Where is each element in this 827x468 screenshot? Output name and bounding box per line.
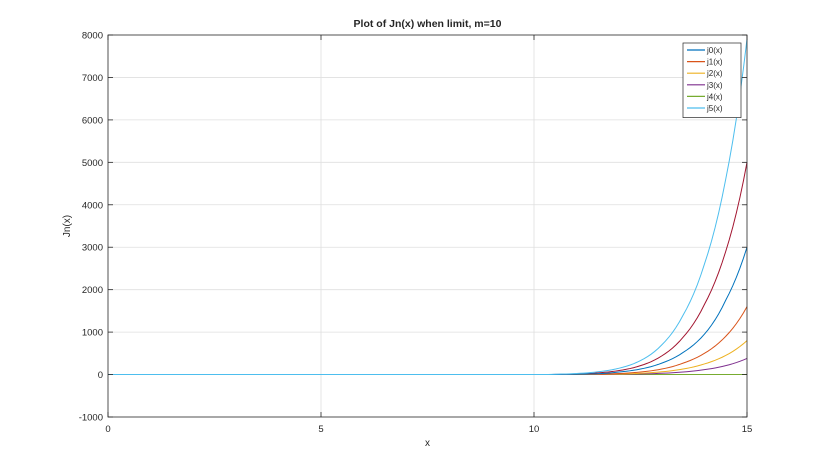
series-line xyxy=(108,39,748,376)
y-tick-label: 7000 xyxy=(82,73,103,84)
y-tick-label: 4000 xyxy=(82,200,103,211)
x-tick-label: 0 xyxy=(105,424,110,435)
legend-box xyxy=(682,42,742,118)
legend-label: j4(x) xyxy=(706,92,723,101)
legend-label: j0(x) xyxy=(706,46,723,55)
legend-label: j5(x) xyxy=(706,104,723,113)
plot-area xyxy=(108,35,747,417)
y-tick-label: 0 xyxy=(98,370,103,381)
x-tick-label: 5 xyxy=(318,424,323,435)
series-layer xyxy=(108,39,748,376)
axis-ticks: 0 5 10 15-100001000200030004000500060007000… xyxy=(79,31,753,436)
y-axis-label: Jn(x) xyxy=(62,215,73,237)
y-tick-label: 2000 xyxy=(82,285,103,296)
y-tick-label: -1000 xyxy=(79,413,103,424)
series-j5x xyxy=(108,39,748,376)
plot-frame xyxy=(107,34,748,418)
legend-item: j2(x) xyxy=(687,69,723,78)
y-tick-label: 6000 xyxy=(82,115,103,126)
legend-item: j3(x) xyxy=(687,81,723,90)
y-tick-label: 5000 xyxy=(82,158,103,169)
legend-item: j0(x) xyxy=(687,46,723,55)
y-tick-label: 3000 xyxy=(82,243,103,254)
legend-label: j1(x) xyxy=(706,58,723,67)
y-tick-label: 1000 xyxy=(82,328,103,339)
y-tick-label: 8000 xyxy=(82,31,103,42)
legend-item: j4(x) xyxy=(687,92,723,101)
x-tick-label: 10 xyxy=(529,424,540,435)
legend-label: j2(x) xyxy=(706,69,723,78)
legend-item: j5(x) xyxy=(687,104,723,113)
chart-title: Plot of Jn(x) when limit, m=10 xyxy=(354,18,502,30)
legend-item: j1(x) xyxy=(687,58,723,67)
x-axis-label: x xyxy=(425,438,430,449)
legend: j0(x) j1(x) j2(x) j3(x) j4(x) j5(x) xyxy=(682,42,742,118)
x-tick-label: 15 xyxy=(742,424,753,435)
legend-label: j3(x) xyxy=(706,81,723,90)
